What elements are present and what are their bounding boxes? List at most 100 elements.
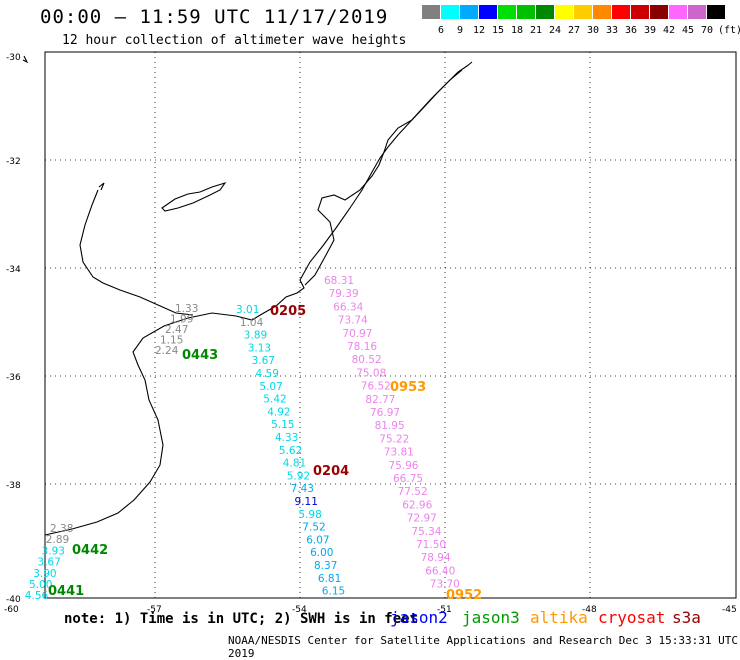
legend-level: 12	[472, 25, 486, 36]
pass-time-label: 0443	[182, 348, 218, 363]
legend-swatch	[441, 5, 459, 19]
legend-swatch	[536, 5, 554, 19]
wave-height-value: 7.43	[291, 483, 314, 495]
satellite-name: s3a	[672, 608, 701, 627]
wave-height-value: 73.74	[338, 315, 368, 327]
wave-height-value: 4.92	[267, 406, 290, 418]
lat-label: -36	[6, 373, 21, 383]
wave-height-value: 72.97	[407, 513, 437, 525]
wave-height-value: 1.04	[240, 317, 264, 329]
satellite-name: cryosat	[598, 608, 666, 627]
wave-height-value: 7.52	[302, 522, 325, 534]
legend-unit: (ft)	[718, 25, 740, 36]
lon-label: -57	[147, 605, 162, 615]
legend-swatch	[422, 5, 440, 19]
wave-height-value: 4.81	[283, 458, 306, 470]
wave-height-value: 6.07	[306, 534, 329, 546]
wave-height-value: 81.95	[375, 420, 405, 432]
legend-swatch	[612, 5, 630, 19]
wave-height-value: 79.39	[329, 288, 359, 300]
wave-height-value: 5.15	[271, 419, 294, 431]
wave-height-value: 77.52	[398, 486, 428, 498]
wave-height-value: 5.42	[263, 394, 286, 406]
credit-footer: NOAA/NESDIS Center for Satellite Applica…	[228, 634, 738, 660]
legend-level: 18	[510, 25, 524, 36]
wave-height-value: 5.00	[29, 579, 52, 591]
wave-height-value: 3.89	[244, 330, 267, 342]
legend-swatch	[688, 5, 706, 19]
lon-label: -54	[292, 605, 307, 615]
pass-time-labels: 0205 0443 0953 0204 0442 0441 0952	[48, 304, 482, 603]
wave-height-value: 78.94	[421, 552, 451, 564]
wave-height-value: 66.40	[425, 565, 455, 577]
wave-height-value: 5.62	[279, 445, 302, 457]
map-title: 00:00 – 11:59 UTC 11/17/2019	[40, 6, 389, 28]
legend-level: 42	[662, 25, 676, 36]
lon-label: -60	[4, 605, 19, 615]
legend-swatch	[555, 5, 573, 19]
wave-height-value: 75.96	[388, 460, 418, 472]
satellite-name: jason2	[390, 608, 448, 627]
legend-swatch	[707, 5, 725, 19]
legend-swatch	[631, 5, 649, 19]
wave-height-value: 73.81	[384, 447, 414, 459]
legend-level: 45	[681, 25, 695, 36]
wave-height-value: 73.70	[430, 579, 460, 591]
legend-swatch	[498, 5, 516, 19]
footnote: note: 1) Time is in UTC; 2) SWH is in fe…	[64, 611, 419, 627]
pass-time-label: 0953	[390, 380, 426, 395]
axis-labels: -30 -32 -34 -36 -38 -40 -60 -57 -54 -51 …	[4, 53, 737, 615]
satellite-name: altika	[530, 608, 588, 627]
wave-height-value: 68.31	[324, 275, 354, 287]
wave-height-value: 82.77	[365, 394, 395, 406]
wave-height-value: 75.34	[411, 526, 441, 538]
wave-height-value: 4.59	[256, 368, 279, 380]
lon-label: -45	[722, 605, 737, 615]
wave-height-value: 66.34	[333, 301, 363, 313]
wave-height-value: 8.37	[314, 560, 337, 572]
wave-height-value: 76.97	[370, 407, 400, 419]
legend-level: 6	[437, 25, 445, 36]
legend-level: 33	[605, 25, 619, 36]
lat-label: -34	[6, 265, 21, 275]
wave-height-value: 9.11	[295, 496, 318, 508]
wave-height-value: 5.92	[287, 470, 310, 482]
legend-swatch	[479, 5, 497, 19]
pass-time-label: 0442	[72, 543, 108, 558]
wave-height-value: 5.07	[259, 381, 282, 393]
legend-level: 70	[700, 25, 714, 36]
wave-height-value: 76.52	[361, 381, 391, 393]
wave-height-value: 3.01	[236, 304, 259, 316]
wave-height-value: 78.16	[347, 341, 377, 353]
legend-level: 27	[567, 25, 581, 36]
wave-height-value: 3.67	[37, 557, 60, 569]
wave-height-value: 4.56	[25, 590, 49, 602]
wave-height-value: 75.08	[356, 367, 386, 379]
wave-height-value: 2.47	[165, 324, 188, 336]
legend-level: 36	[624, 25, 638, 36]
pass-time-label: 0204	[313, 464, 349, 479]
wave-height-value: 3.93	[42, 545, 65, 557]
lon-label: -48	[582, 605, 597, 615]
wave-height-value: 6.81	[318, 573, 341, 585]
lat-label: -38	[6, 481, 21, 491]
wave-height-value: 80.52	[352, 354, 382, 366]
wave-height-value: 1.33	[175, 303, 198, 315]
pass-time-label: 0441	[48, 584, 84, 599]
pass-time-label: 0952	[446, 588, 482, 603]
map-grid	[45, 52, 736, 598]
wave-height-value: 3.13	[248, 342, 271, 354]
legend-swatch	[574, 5, 592, 19]
legend-level: 15	[491, 25, 505, 36]
wave-height-value: 2.24	[155, 345, 179, 357]
legend-swatch	[593, 5, 611, 19]
wave-height-value: 66.75	[393, 473, 423, 485]
lat-label: -32	[6, 157, 21, 167]
lat-label: -30	[6, 53, 21, 63]
map-frame	[44, 51, 737, 599]
legend-level: 39	[643, 25, 657, 36]
legend-level: 30	[586, 25, 600, 36]
wave-height-value: 1.99	[170, 314, 193, 326]
